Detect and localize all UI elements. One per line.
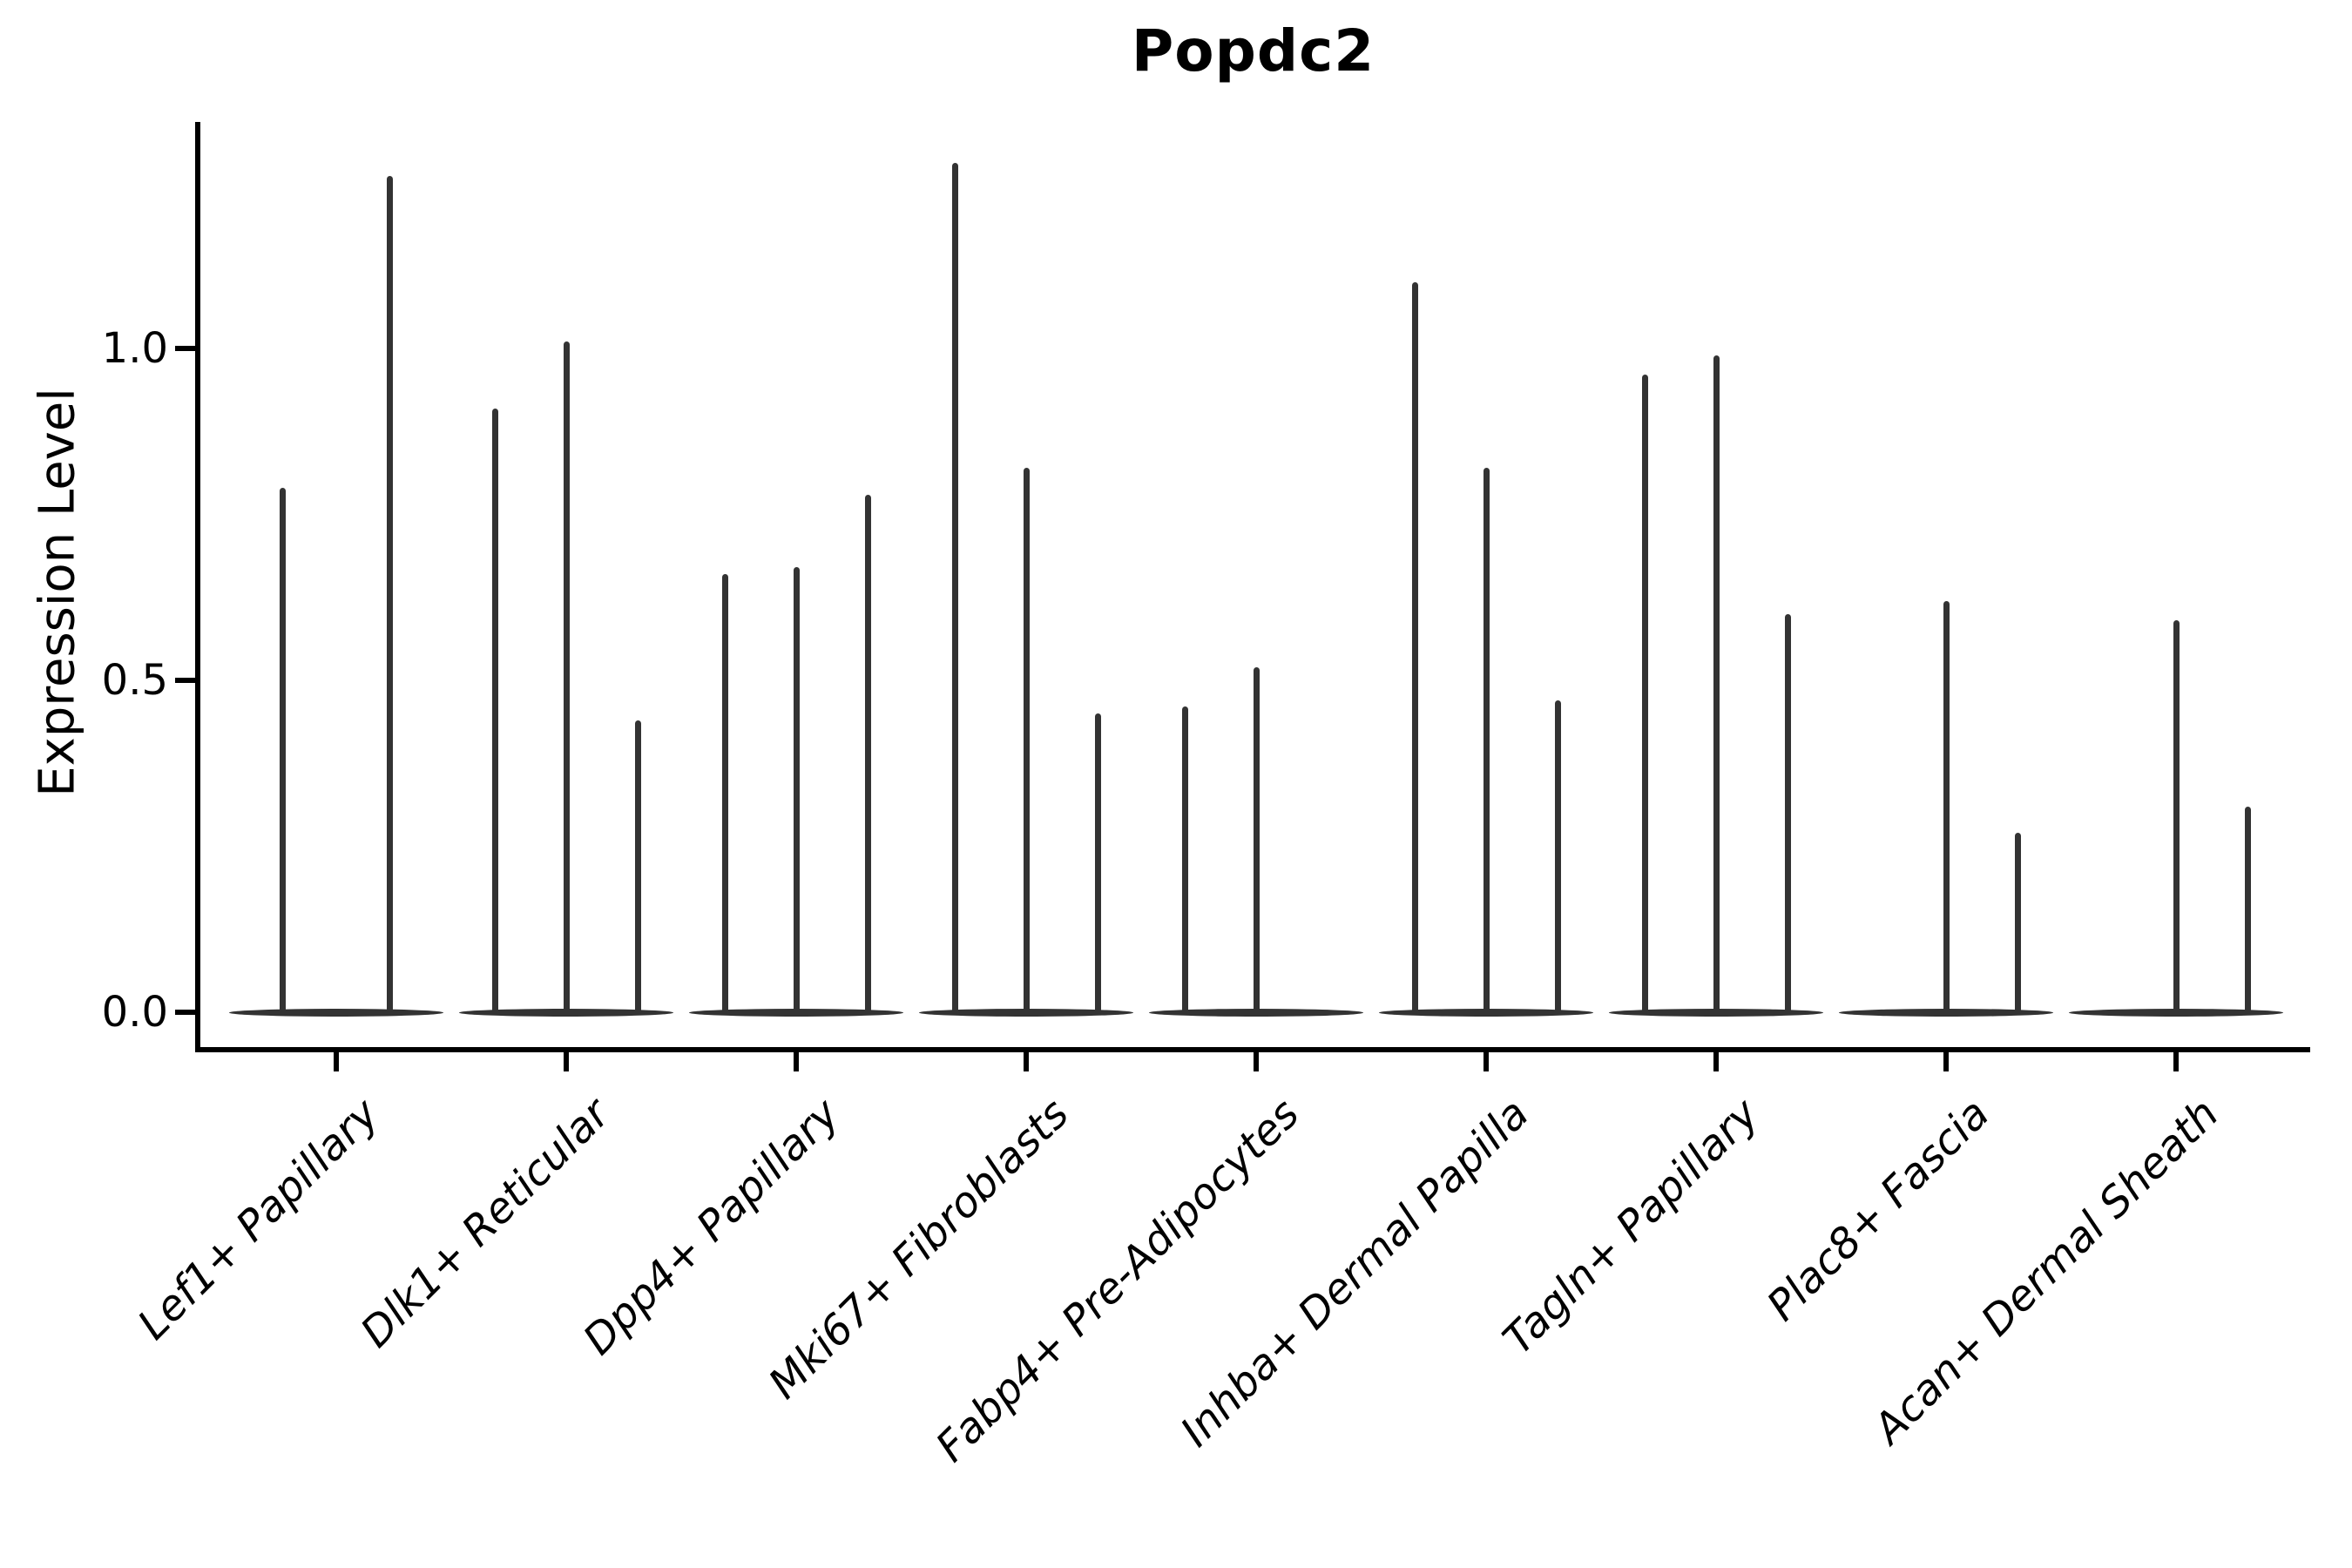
y-tick-mark [175,1010,198,1015]
x-tick-label: Dpp4+ Papillary [573,1089,849,1365]
violin-spike [280,488,286,1012]
violin-base [1379,1009,1593,1017]
x-tick-mark [564,1051,569,1071]
violin-spike [1943,601,1950,1012]
x-tick-mark [1943,1051,1949,1071]
violin-spike [387,176,393,1012]
y-tick-label: 1.0 [101,324,168,373]
violin-spike [1713,355,1720,1012]
violin-base [459,1009,673,1017]
violin-base [1609,1009,1823,1017]
x-tick-mark [1484,1051,1489,1071]
violin-spike [721,574,728,1012]
y-tick-label: 0.0 [101,988,168,1037]
x-tick-mark [334,1051,339,1071]
x-tick-mark [2173,1051,2179,1071]
violin-spike [563,341,570,1012]
violin-spike [1023,468,1030,1012]
violin-base [2069,1009,2283,1017]
x-tick-label: Tagln+ Papillary [1493,1089,1769,1364]
violin-base [919,1009,1133,1017]
y-tick-label: 0.5 [101,656,168,705]
y-axis-label: Expression Level [29,388,86,797]
violin-spike [634,720,641,1012]
violin-spike [1181,706,1188,1012]
x-tick-label: Lef1+ Papillary [129,1089,389,1349]
violin-spike [1253,667,1260,1012]
violin-spike [2244,807,2251,1012]
x-tick-mark [1254,1051,1259,1071]
violin-spike [2014,833,2021,1012]
violin-spike [1411,282,1418,1012]
violin-base [1839,1009,2053,1017]
violin-spike [951,163,958,1012]
violin-spike [1784,614,1791,1012]
x-tick-mark [1713,1051,1719,1071]
violin-base [229,1009,443,1017]
violin-spike [1641,375,1648,1012]
violin-spike [491,409,498,1012]
violin-spike [793,567,800,1012]
violin-spike [1554,700,1561,1012]
x-tick-label: Plac8+ Fascia [1757,1089,1999,1331]
y-axis-spine [195,122,200,1052]
violin-spike [1094,713,1101,1012]
chart-title: Popdc2 [1131,17,1375,84]
x-tick-label: Dlk1+ Reticular [350,1089,619,1357]
violin-spike [2173,620,2180,1012]
violin-spike [1483,468,1490,1012]
violin-base [689,1009,903,1017]
violin-base [1149,1009,1363,1017]
y-tick-mark [175,678,198,683]
y-tick-mark [175,346,198,351]
x-tick-mark [794,1051,799,1071]
violin-spike [864,495,871,1012]
x-tick-mark [1024,1051,1029,1071]
x-axis-spine [195,1047,2310,1052]
